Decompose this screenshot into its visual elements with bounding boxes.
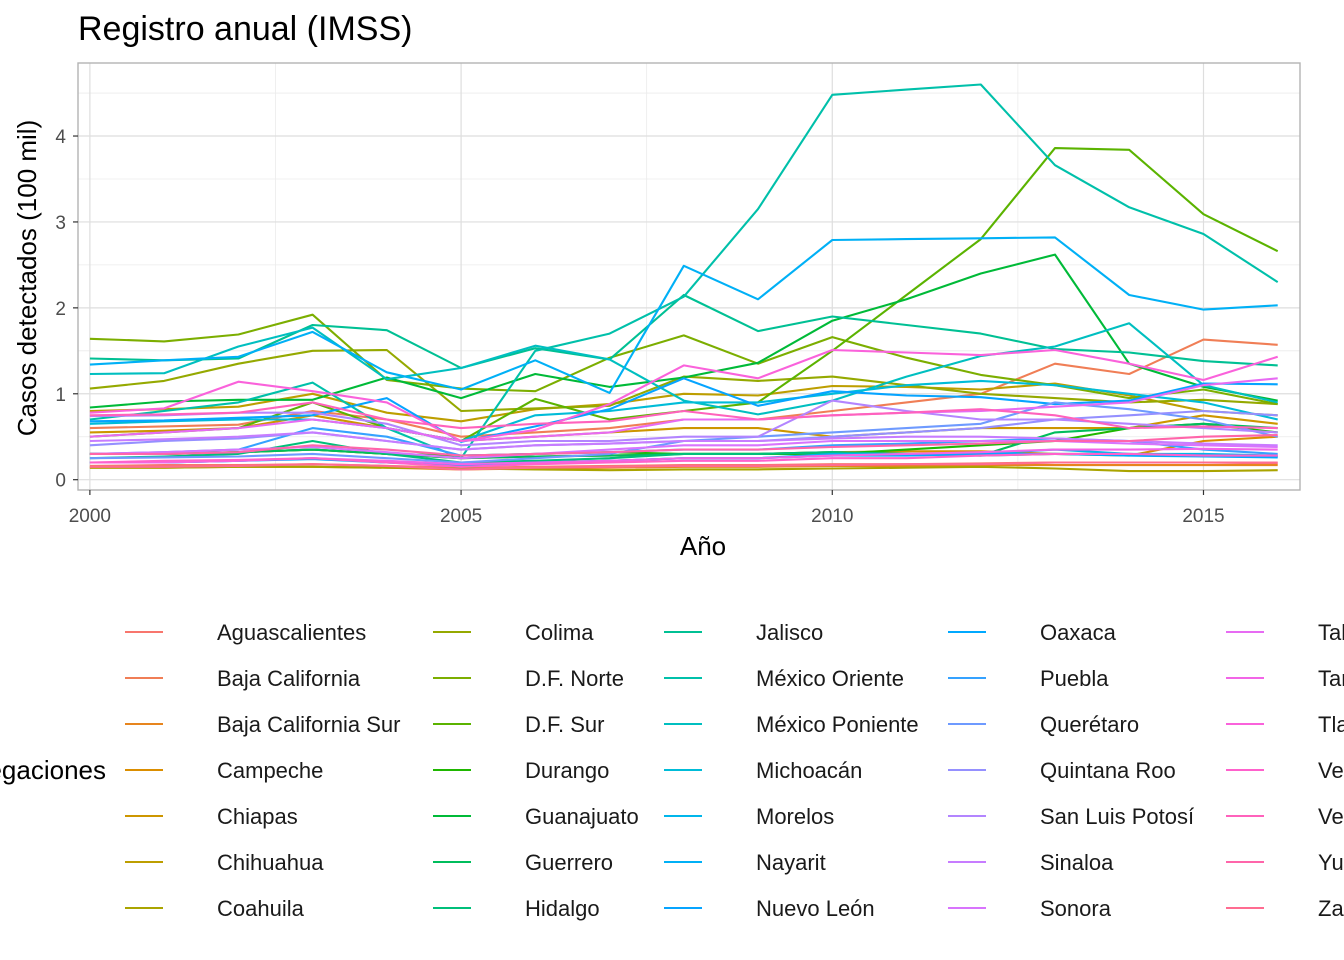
series-line bbox=[89, 348, 1279, 443]
y-tick-label: 3 bbox=[55, 213, 66, 234]
series-line bbox=[89, 465, 1278, 473]
series-line bbox=[89, 399, 1278, 447]
legend-label: Yucatán bbox=[1318, 850, 1344, 875]
y-axis-title: Casos detectados (100 mil) bbox=[12, 120, 42, 436]
legend-title: Delegaciones bbox=[0, 755, 106, 785]
y-tick-label: 2 bbox=[55, 299, 66, 320]
series-line bbox=[89, 293, 1278, 370]
y-tick-label: 0 bbox=[55, 471, 66, 492]
series-line bbox=[89, 313, 1278, 406]
legend-label: Guerrero bbox=[525, 850, 613, 875]
legend-label: México Oriente bbox=[756, 666, 904, 691]
legend-label: Baja California Sur bbox=[217, 712, 400, 737]
legend-label: Puebla bbox=[1040, 666, 1109, 691]
y-tick-label: 1 bbox=[55, 385, 66, 406]
legend-label: Morelos bbox=[756, 804, 834, 829]
series-line bbox=[89, 322, 1278, 416]
series-line bbox=[89, 379, 1278, 443]
series-line bbox=[89, 236, 1278, 394]
legend-label: Oaxaca bbox=[1040, 620, 1117, 645]
series-line bbox=[89, 461, 1278, 471]
legend-label: Michoacán bbox=[756, 758, 862, 783]
x-tick-label: 2015 bbox=[1182, 506, 1224, 527]
legend-label: D.F. Norte bbox=[525, 666, 624, 691]
series-line bbox=[89, 431, 1278, 451]
panel-border bbox=[77, 62, 1301, 491]
legend-label: San Luis Potosí bbox=[1040, 804, 1194, 829]
series-line bbox=[89, 401, 1278, 430]
legend-label: D.F. Sur bbox=[525, 712, 604, 737]
legend-label: Hidalgo bbox=[525, 896, 600, 921]
y-axis: 0 1 2 3 4 bbox=[55, 127, 78, 492]
series-line bbox=[89, 377, 1278, 443]
legend-label: Querétaro bbox=[1040, 712, 1139, 737]
legend-label: Tamaulipas bbox=[1318, 666, 1344, 691]
legend-label: Tabasco bbox=[1318, 620, 1344, 645]
legend: Aguascalientes Baja California Baja Califo… bbox=[125, 620, 1344, 921]
legend-label: Colima bbox=[525, 620, 594, 645]
legend-label: Veracruz Norte bbox=[1318, 758, 1344, 783]
legend-label: Coahuila bbox=[217, 896, 305, 921]
y-tick-label: 4 bbox=[55, 127, 66, 148]
legend-label: Baja California bbox=[217, 666, 361, 691]
legend-label: México Poniente bbox=[756, 712, 919, 737]
legend-label: Nayarit bbox=[756, 850, 826, 875]
series-line bbox=[89, 377, 1278, 443]
series-line bbox=[89, 433, 1278, 457]
legend-label: Zacatecas bbox=[1318, 896, 1344, 921]
legend-label: Aguascalientes bbox=[217, 620, 366, 645]
x-axis: 2000 2005 2010 2015 bbox=[69, 490, 1225, 527]
legend-label: Guanajuato bbox=[525, 804, 639, 829]
legend-label: Chiapas bbox=[217, 804, 298, 829]
series-line bbox=[89, 452, 1278, 468]
legend-label: Chihuahua bbox=[217, 850, 324, 875]
legend-label: Sinaloa bbox=[1040, 850, 1114, 875]
x-tick-label: 2010 bbox=[811, 506, 853, 527]
legend-label: Campeche bbox=[217, 758, 323, 783]
legend-label: Tlaxcala bbox=[1318, 712, 1344, 737]
legend-label: Quintana Roo bbox=[1040, 758, 1176, 783]
legend-label: Sonora bbox=[1040, 896, 1112, 921]
x-tick-label: 2000 bbox=[69, 506, 111, 527]
legend-label: Durango bbox=[525, 758, 609, 783]
legend-label: Veracruz Sur bbox=[1318, 804, 1344, 829]
legend-label: Nuevo León bbox=[756, 896, 875, 921]
chart-title: Registro anual (IMSS) bbox=[78, 10, 412, 48]
x-axis-title: Año bbox=[680, 531, 726, 561]
legend-label: Jalisco bbox=[756, 620, 823, 645]
series-line bbox=[89, 83, 1279, 460]
series-lines bbox=[89, 83, 1279, 473]
x-tick-label: 2005 bbox=[440, 506, 482, 527]
